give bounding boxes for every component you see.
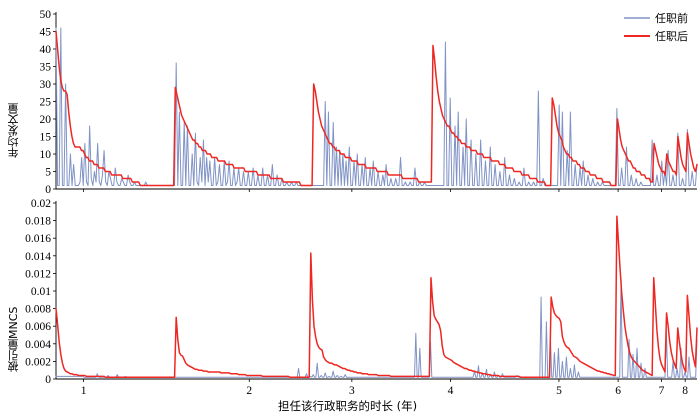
x-tick-label: 3 bbox=[349, 385, 355, 397]
y-axis-label-bottom: 被引量MNCS bbox=[7, 306, 20, 372]
legend-label: 任职前 bbox=[655, 11, 688, 25]
y-tick-label: 0.002 bbox=[25, 356, 51, 368]
y-tick-label: 35 bbox=[40, 62, 52, 74]
series-line-after bbox=[55, 215, 698, 378]
y-tick-label: 5 bbox=[45, 167, 51, 179]
y-tick-label: 30 bbox=[40, 79, 52, 91]
top-chart-panel: 0 5 10 15 20 25 30 35 40 45 50 bbox=[40, 9, 698, 196]
y-tick-label: 0.01 bbox=[31, 286, 51, 298]
x-axis-label: 担任该行政职务的时长 (年) bbox=[278, 399, 418, 413]
y-tick-label: 0.02 bbox=[31, 198, 51, 210]
y-tick-label: 0.012 bbox=[25, 268, 51, 280]
series-line-before bbox=[55, 27, 698, 186]
y-tick-label: 0.016 bbox=[25, 233, 51, 245]
y-tick-label: 25 bbox=[40, 97, 52, 109]
y-tick-label: 20 bbox=[40, 114, 52, 126]
x-tick-label: 8 bbox=[682, 385, 688, 397]
x-tick-label: 2 bbox=[246, 385, 252, 397]
y-tick-label: 0.018 bbox=[25, 216, 51, 228]
y-tick-label: 0.006 bbox=[25, 321, 51, 333]
y-tick-label: 45 bbox=[40, 27, 52, 39]
x-tick-label: 6 bbox=[615, 385, 621, 397]
y-tick-label: 0 bbox=[45, 374, 51, 386]
bottom-chart-panel: 0 0.002 0.004 0.006 0.008 0.01 0.012 0.014 0.016… bbox=[25, 198, 698, 397]
y-tick-label: 40 bbox=[40, 44, 52, 56]
x-tick-label: 5 bbox=[556, 385, 562, 397]
x-tick-label: 7 bbox=[659, 385, 665, 397]
y-tick-label: 0.014 bbox=[25, 251, 51, 263]
x-tick-label: 4 bbox=[448, 385, 454, 397]
y-tick-label: 0.008 bbox=[25, 304, 51, 316]
y-tick-label: 0.004 bbox=[25, 339, 51, 351]
y-axis-label-top: 年均发文量 bbox=[7, 103, 20, 158]
x-tick-label: 1 bbox=[81, 385, 87, 397]
series-line-after bbox=[55, 30, 698, 187]
y-tick-label: 10 bbox=[40, 149, 52, 161]
series-line-before bbox=[55, 277, 698, 378]
y-tick-label: 50 bbox=[40, 9, 52, 21]
legend-label: 任职后 bbox=[655, 30, 688, 43]
y-tick-label: 15 bbox=[40, 132, 52, 144]
y-tick-label: 0 bbox=[45, 184, 51, 196]
